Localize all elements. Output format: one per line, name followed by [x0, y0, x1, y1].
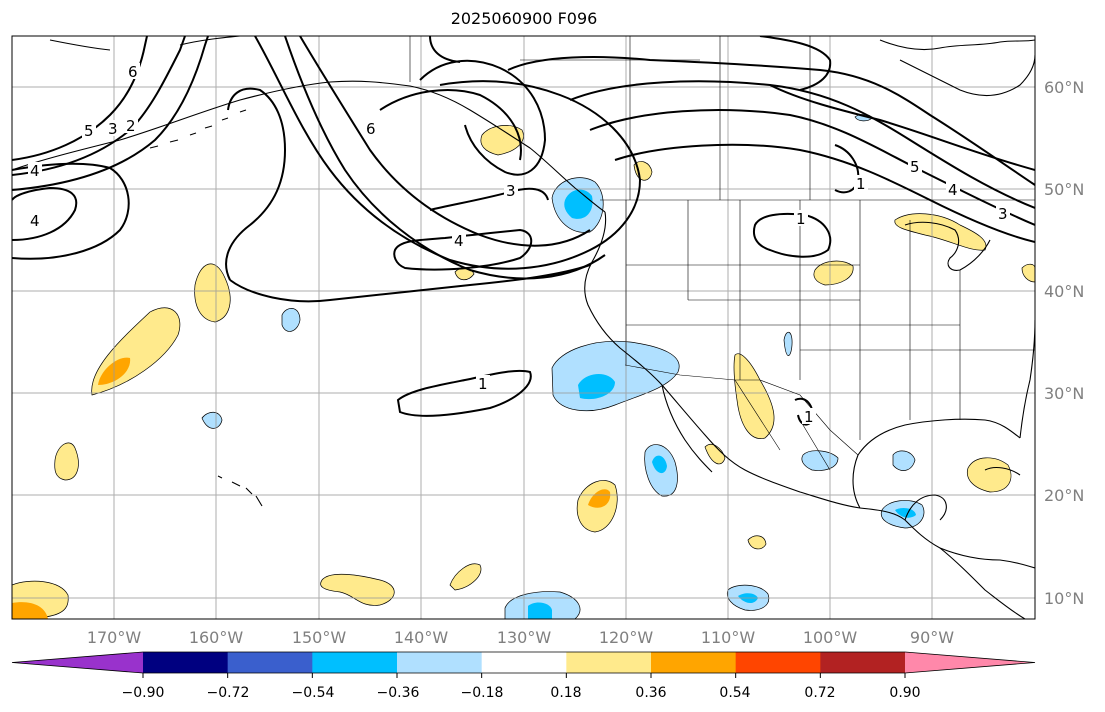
positive-anomaly-patch [813, 260, 854, 286]
negative-anomaly-patch [281, 308, 301, 332]
colorbar-segment [143, 652, 229, 673]
contour-label: 4 [30, 162, 40, 180]
latitude-labels: 60°N 50°N 40°N 30°N 20°N 10°N [1044, 78, 1084, 608]
positive-anomaly-patch [966, 457, 1012, 493]
colorbar-segment [312, 652, 398, 673]
map-frame [11, 35, 1036, 620]
positive-anomaly-core [588, 489, 611, 508]
longitude-labels: 170°W 160°W 150°W 140°W 130°W 120°W 110°… [87, 628, 954, 647]
contour-label: 3 [506, 182, 516, 200]
lon-label: 120°W [599, 628, 654, 647]
colorbar-tick-label: 0.54 [719, 685, 750, 701]
colorbar-segment [227, 652, 313, 673]
colorbar-segment [820, 652, 906, 673]
contour-label: 2 [126, 117, 136, 135]
colorbar-segment [397, 652, 483, 673]
positive-anomaly-patch [1021, 263, 1035, 283]
positive-anomaly-patch [194, 263, 231, 323]
colorbar-extend-min [12, 652, 143, 673]
negative-anomaly-patch [783, 332, 793, 356]
contour-label: 5 [84, 122, 94, 140]
colorbar-tick-label: 0.18 [550, 685, 581, 701]
contour-label: 1 [796, 210, 806, 228]
colorbar [11, 651, 1036, 678]
lon-label: 170°W [87, 628, 142, 647]
negative-anomaly-core [652, 455, 667, 474]
negative-anomaly-core [528, 602, 552, 619]
colorbar-segment [651, 652, 737, 673]
lat-label-60n: 60°N [1044, 78, 1084, 97]
colorbar-segment [735, 652, 821, 673]
lon-label: 160°W [189, 628, 244, 647]
contour-label: 1 [804, 408, 814, 426]
lat-label-40n: 40°N [1044, 282, 1084, 301]
contour-label: 4 [454, 232, 464, 250]
positive-anomaly-patch [747, 535, 767, 550]
positive-anomaly-patch [449, 563, 482, 591]
colorbar-tick-label: −0.72 [207, 685, 250, 701]
colorbar-tick-label: −0.18 [461, 685, 504, 701]
positive-anomaly-patch [704, 444, 726, 465]
contour-label: 6 [128, 63, 138, 81]
contour-label-group: 6 5 3 2 4 4 6 3 4 1 1 1 5 4 [28, 63, 1010, 426]
positive-anomaly-patch [733, 353, 775, 439]
map-title: 2025060900 F096 [450, 9, 598, 28]
colorbar-tick-label: −0.90 [122, 685, 165, 701]
colorbar-tick-label: 0.72 [804, 685, 835, 701]
colorbar-tick-label: −0.54 [292, 685, 335, 701]
lon-label: 100°W [803, 628, 858, 647]
positive-anomaly-core [12, 602, 48, 619]
contour-label: 1 [856, 175, 866, 193]
lon-label: 150°W [292, 628, 347, 647]
lat-label-50n: 50°N [1044, 180, 1084, 199]
colorbar-tick-labels: −0.90 −0.72 −0.54 −0.36 −0.18 0.18 0.36 … [122, 685, 921, 701]
contour-label: 3 [998, 205, 1008, 223]
lon-label: 90°W [910, 628, 954, 647]
lon-label: 130°W [497, 628, 552, 647]
contour-label: 4 [948, 181, 958, 199]
positive-anomaly-patch [480, 125, 524, 156]
contour-label: 5 [910, 158, 920, 176]
colorbar-extend-max [905, 652, 1035, 673]
contour-lines [12, 36, 1035, 426]
coastlines [12, 36, 1035, 619]
lat-label-20n: 20°N [1044, 486, 1084, 505]
positive-anomaly-patch [54, 442, 79, 481]
colorbar-tick-label: 0.90 [889, 685, 920, 701]
colorbar-tick-label: 0.36 [635, 685, 666, 701]
contour-label: 3 [108, 120, 118, 138]
negative-anomaly-core [895, 507, 916, 518]
negative-anomaly-patch [892, 450, 916, 471]
lon-label: 110°W [701, 628, 756, 647]
colorbar-tick-label: −0.36 [377, 685, 420, 701]
negative-anomaly-patch [201, 411, 223, 429]
contour-label: 4 [30, 212, 40, 230]
contour-label: 1 [478, 375, 488, 393]
colorbar-segment [566, 652, 652, 673]
contour-label: 6 [366, 120, 376, 138]
lat-label-10n: 10°N [1044, 589, 1084, 608]
lon-label: 140°W [394, 628, 449, 647]
colorbar-segment [481, 652, 567, 673]
lat-label-30n: 30°N [1044, 384, 1084, 403]
